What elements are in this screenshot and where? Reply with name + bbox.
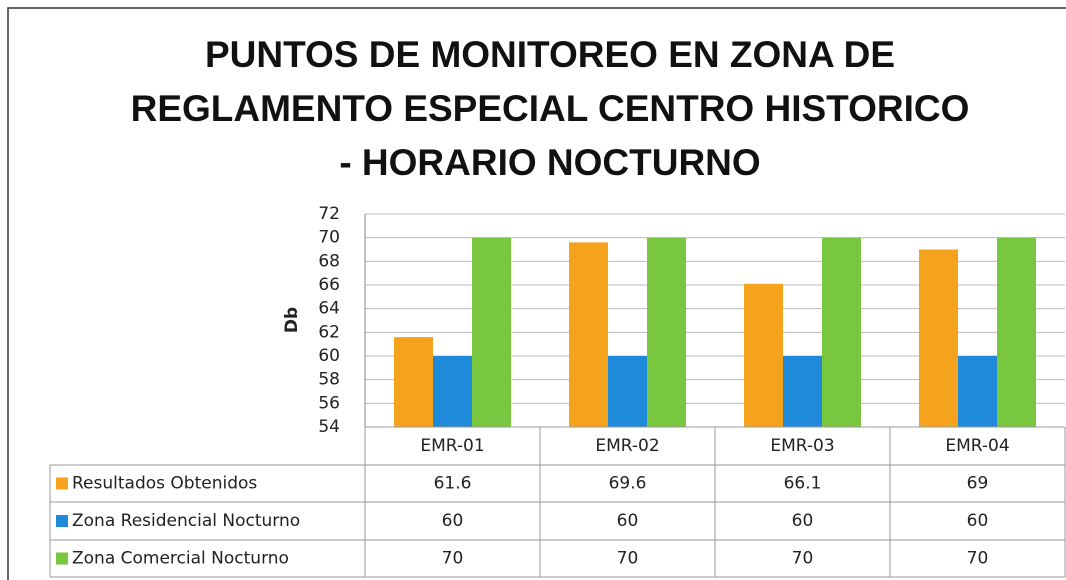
data-table-value: 60 — [442, 511, 464, 531]
data-table-value: 60 — [617, 511, 639, 531]
legend-swatch — [56, 552, 68, 565]
chart-title: PUNTOS DE MONITOREO EN ZONA DE REGLAMENT… — [130, 34, 970, 183]
bar — [433, 356, 472, 427]
data-table-value: 70 — [792, 549, 814, 569]
x-tick-label: EMR-04 — [945, 436, 1009, 456]
bar — [822, 237, 861, 427]
data-table-value: 61.6 — [434, 474, 472, 494]
y-tick-label: 64 — [318, 299, 340, 319]
y-axis-label: Db — [282, 307, 302, 333]
y-tick-label: 66 — [318, 275, 340, 295]
legend-swatch — [56, 515, 68, 527]
bar — [394, 337, 433, 427]
data-table-value: 70 — [617, 549, 639, 569]
y-tick-label: 56 — [318, 393, 340, 413]
x-tick-label: EMR-01 — [420, 436, 484, 456]
y-tick-label: 68 — [318, 251, 340, 271]
legend-label: Resultados Obtenidos — [72, 474, 257, 494]
bar — [783, 356, 822, 427]
bar — [997, 237, 1036, 427]
y-tick-label: 60 — [318, 346, 340, 366]
bar — [608, 356, 647, 427]
bar — [744, 283, 783, 427]
y-tick-label: 58 — [318, 370, 340, 390]
legend-swatch — [56, 477, 68, 490]
bar — [472, 237, 511, 427]
legend-label: Zona Residencial Nocturno — [72, 511, 300, 531]
data-table-value: 69.6 — [609, 474, 647, 494]
bar — [647, 237, 686, 427]
bar — [958, 356, 997, 427]
bar — [919, 249, 958, 427]
y-tick-label: 72 — [318, 204, 340, 224]
data-table-value: 70 — [967, 549, 989, 569]
y-tick-label: 70 — [318, 228, 340, 248]
data-table-value: 60 — [792, 511, 814, 531]
y-tick-label: 54 — [318, 417, 340, 437]
data-table-value: 70 — [442, 549, 464, 569]
legend-label: Zona Comercial Nocturno — [72, 549, 289, 569]
x-tick-label: EMR-02 — [595, 436, 659, 456]
chart-frame — [7, 7, 1066, 580]
data-table-value: 66.1 — [784, 474, 822, 494]
data-table-value: 60 — [967, 511, 989, 531]
data-table-value: 69 — [967, 474, 989, 494]
x-tick-label: EMR-03 — [770, 436, 834, 456]
y-tick-label: 62 — [318, 322, 340, 342]
bar — [569, 242, 608, 427]
